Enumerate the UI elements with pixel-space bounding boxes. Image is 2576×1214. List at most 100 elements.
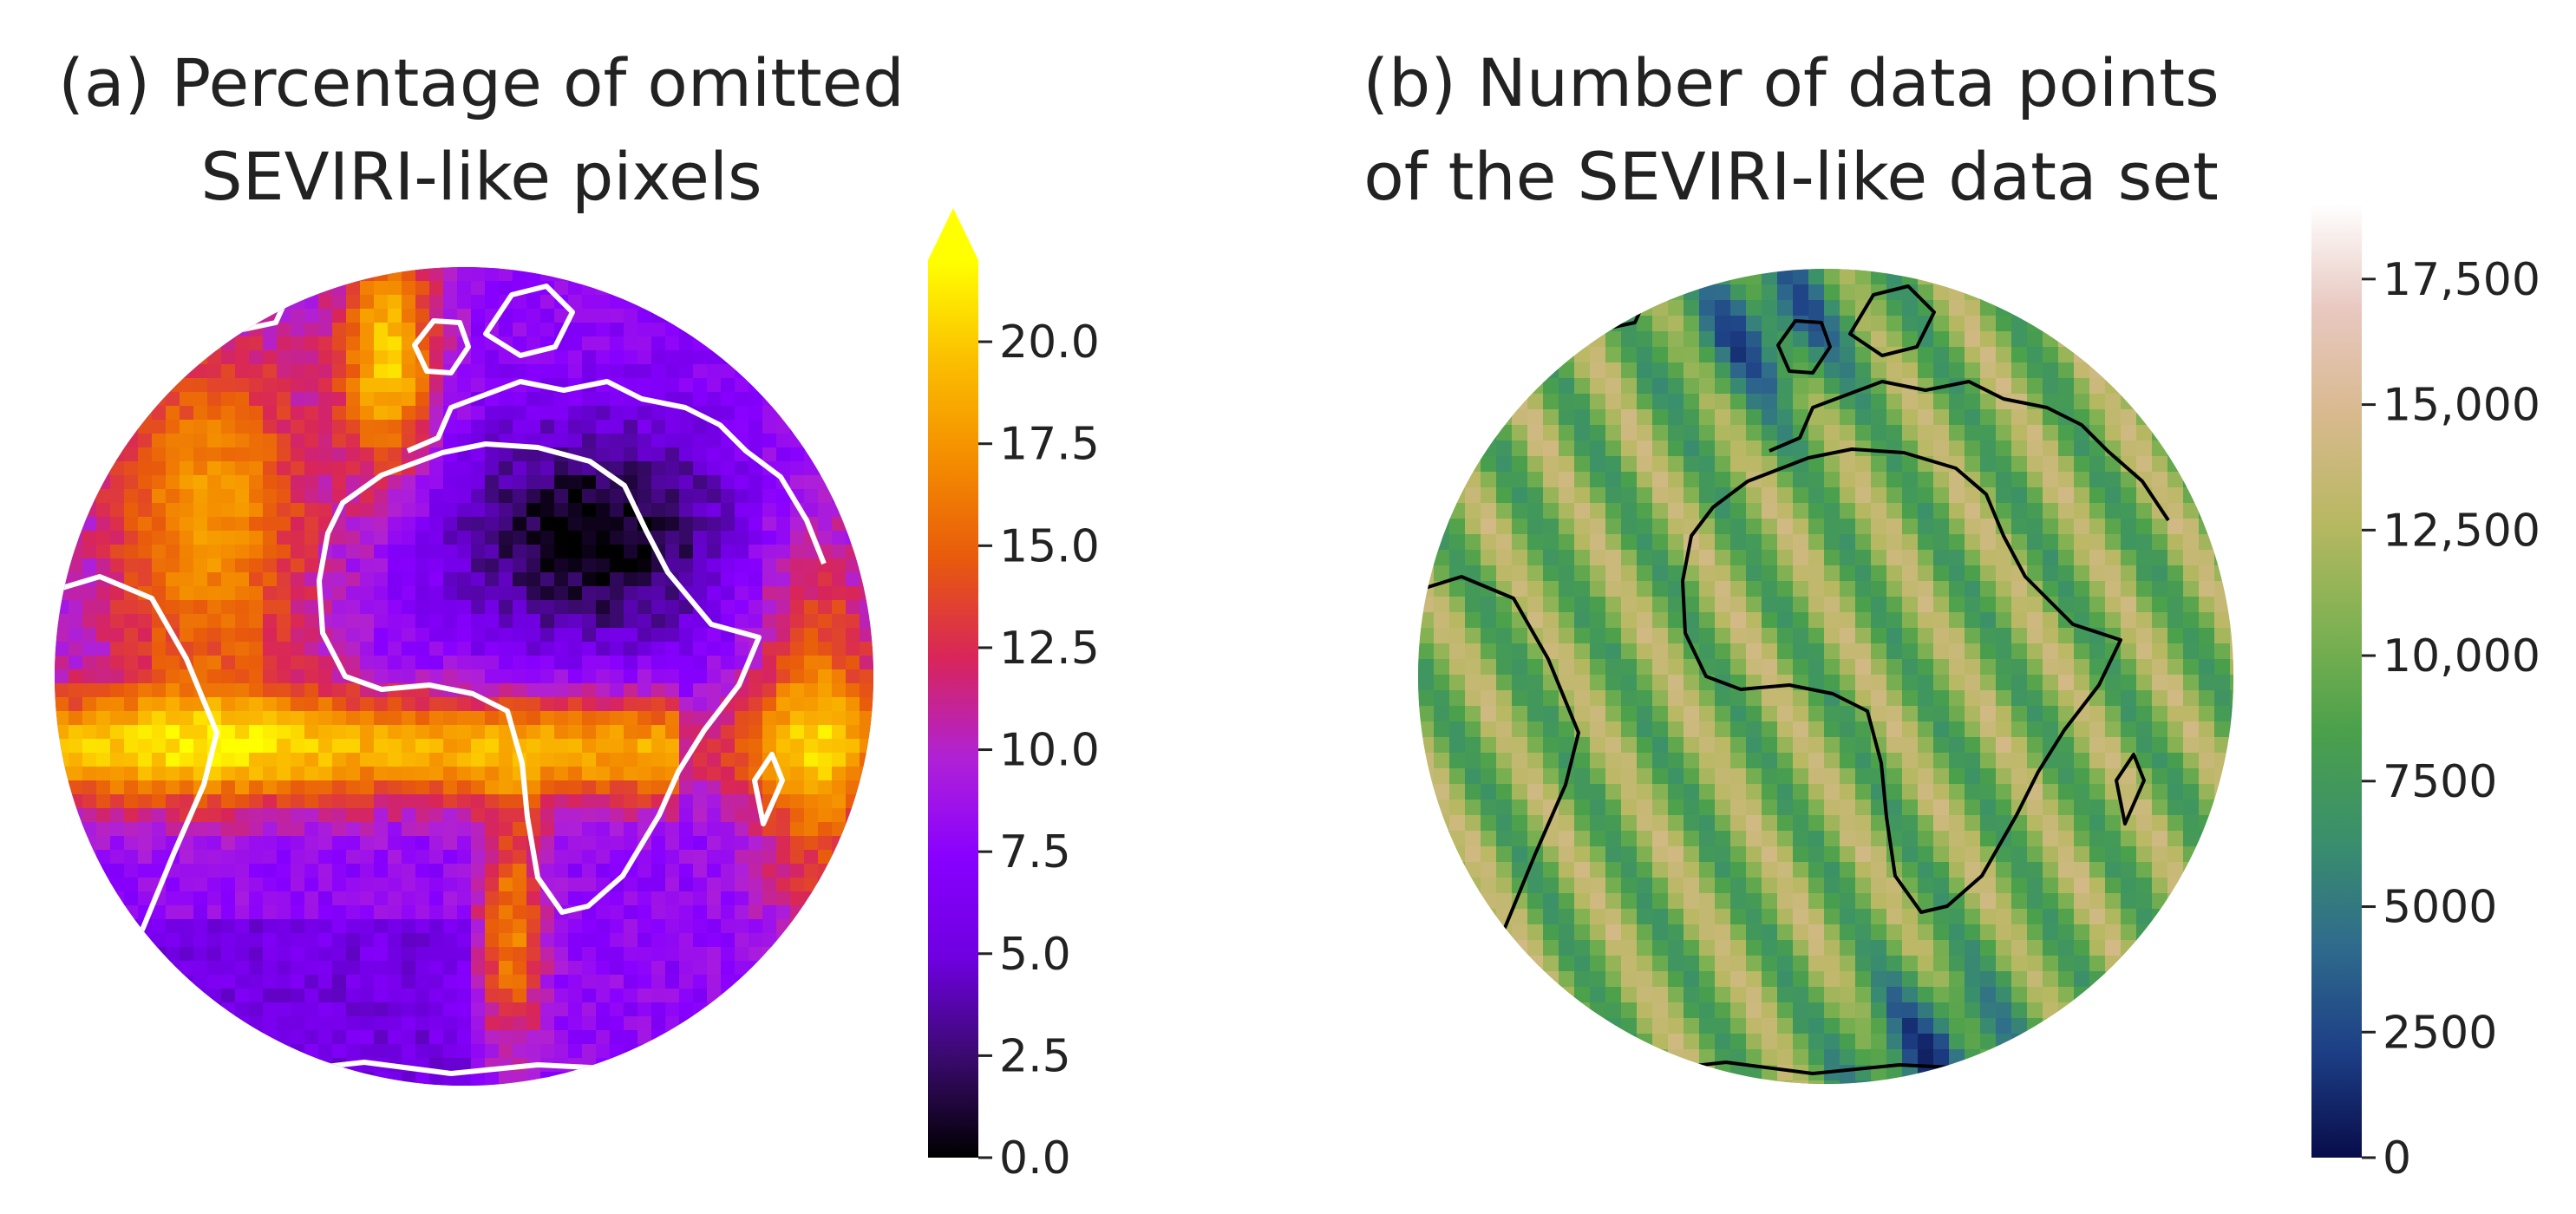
map-pixel: [471, 309, 486, 323]
map-pixel: [166, 586, 180, 601]
map-pixel: [735, 420, 749, 434]
colorbar-tick-label: 20.0: [999, 317, 1100, 369]
map-pixel: [665, 669, 680, 684]
map-pixel: [513, 475, 527, 490]
map-pixel: [388, 434, 402, 448]
map-pixel: [443, 350, 458, 365]
map-pixel: [374, 323, 389, 337]
map-pixel: [346, 461, 361, 476]
map-pixel: [291, 628, 305, 643]
map-pixel: [513, 309, 527, 323]
map-pixel: [235, 517, 250, 532]
map-pixel: [235, 642, 250, 656]
map-pixel: [679, 572, 694, 587]
map-pixel: [693, 503, 708, 518]
map-pixel: [166, 406, 180, 421]
map-pixel: [346, 434, 361, 448]
map-pixel: [693, 447, 708, 462]
map-pixel: [374, 545, 389, 559]
map-pixel: [721, 475, 736, 490]
map-pixel: [249, 558, 264, 573]
map-pixel: [776, 669, 791, 684]
map-pixel: [304, 558, 319, 573]
map-pixel: [637, 350, 652, 365]
map-pixel: [596, 392, 611, 407]
map-pixel: [166, 420, 180, 434]
map-pixel: [568, 323, 583, 337]
map-pixel: [624, 420, 638, 434]
map-pixel: [96, 489, 111, 504]
map-pixel: [513, 447, 527, 462]
map-pixel: [402, 558, 416, 573]
map-pixel: [277, 475, 291, 490]
map-pixel: [55, 697, 69, 712]
map-pixel: [860, 628, 873, 643]
map-pixel: [346, 281, 361, 296]
map-pixel: [291, 364, 305, 379]
map-pixel: [138, 558, 153, 573]
map-pixel: [402, 323, 416, 337]
map-pixel: [651, 517, 666, 532]
map-pixel: [679, 545, 694, 559]
map-pixel: [415, 586, 430, 601]
map-pixel: [513, 614, 527, 629]
map-pixel: [249, 350, 264, 365]
map-pixel: [69, 642, 83, 656]
map-pixel: [818, 642, 833, 656]
map-pixel: [291, 697, 305, 712]
map-pixel: [693, 420, 708, 434]
map-pixel: [665, 586, 680, 601]
map-pixel: [665, 350, 680, 365]
map-pixel: [485, 683, 500, 698]
map-pixel: [249, 586, 264, 601]
map-pixel: [485, 517, 500, 532]
map-pixel: [207, 503, 222, 518]
map-pixel: [721, 545, 736, 559]
map-pixel: [180, 572, 194, 587]
map-pixel: [249, 336, 264, 351]
map-pixel: [166, 572, 180, 587]
colorbar-tick-label: 2.5: [999, 1030, 1071, 1082]
map-pixel: [429, 281, 444, 296]
map-pixel: [55, 642, 69, 656]
map-pixel: [235, 586, 250, 601]
map-pixel: [624, 406, 638, 421]
map-pixel: [679, 336, 694, 351]
map-pixel: [568, 406, 583, 421]
map-pixel: [318, 683, 333, 698]
map-pixel: [693, 558, 708, 573]
map-pixel: [388, 295, 402, 310]
map-pixel: [360, 336, 375, 351]
map-pixel: [679, 614, 694, 629]
map-pixel: [707, 669, 722, 684]
map-pixel: [110, 614, 125, 629]
map-pixel: [707, 392, 722, 407]
map-pixel: [651, 503, 666, 518]
map-pixel: [346, 517, 361, 532]
map-pixel: [402, 586, 416, 601]
map-pixel: [457, 434, 472, 448]
map-pixel: [332, 323, 347, 337]
map-pixel: [207, 378, 222, 393]
map-pixel: [762, 683, 777, 698]
map-pixel: [596, 350, 611, 365]
map-pixel: [554, 434, 569, 448]
map-pixel: [152, 697, 167, 712]
map-pixel: [568, 461, 583, 476]
map-pixel: [624, 669, 638, 684]
map-pixel: [457, 309, 472, 323]
map-pixel: [124, 572, 139, 587]
map-pixel: [166, 697, 180, 712]
map-pixel: [110, 642, 125, 656]
map-pixel: [540, 364, 555, 379]
map-pixel: [554, 586, 569, 601]
map-pixel: [832, 656, 847, 670]
map-pixel: [249, 378, 264, 393]
map-pixel: [82, 517, 97, 532]
colorbar-tick-label: 15.0: [999, 520, 1100, 572]
map-pixel: [832, 614, 847, 629]
map-pixel: [596, 447, 611, 462]
map-pixel: [499, 350, 513, 365]
map-pixel: [790, 461, 805, 476]
panel-a-omitted-pixels: (a) Percentage of omitted SEVIRI-like pi…: [55, 44, 1100, 1185]
